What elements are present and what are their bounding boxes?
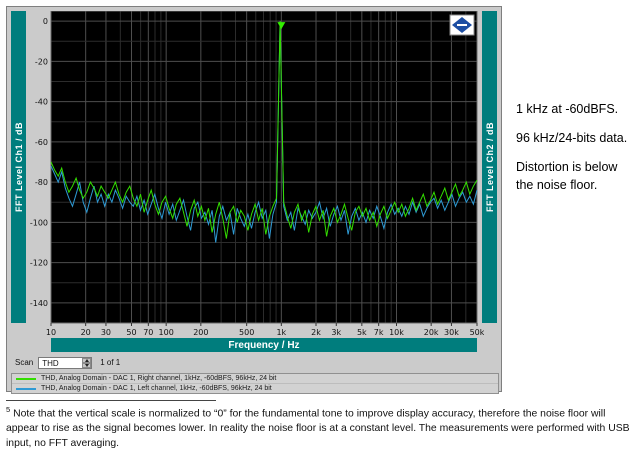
scan-bar: Scan THD 1 of 1 — [11, 355, 499, 370]
scan-combo[interactable]: THD — [38, 356, 93, 369]
svg-text:-20: -20 — [35, 57, 48, 66]
svg-text:500: 500 — [239, 328, 254, 337]
svg-text:-80: -80 — [35, 178, 48, 187]
svg-text:1k: 1k — [276, 328, 286, 337]
svg-text:50: 50 — [126, 328, 136, 337]
footnote: 5 Note that the vertical scale is normal… — [6, 405, 634, 451]
svg-text:5k: 5k — [357, 328, 367, 337]
legend-row-ch1[interactable]: THD, Analog Domain - DAC 1, Right channe… — [12, 374, 498, 384]
rohde-schwarz-logo — [449, 14, 475, 36]
svg-text:200: 200 — [193, 328, 208, 337]
svg-text:7k: 7k — [374, 328, 384, 337]
scan-spin-down-button[interactable] — [82, 362, 92, 368]
scan-combo-value: THD — [42, 358, 59, 368]
svg-text:3k: 3k — [331, 328, 341, 337]
svg-text:20: 20 — [81, 328, 91, 337]
footnote-text: Note that the vertical scale is normaliz… — [6, 408, 630, 449]
svg-text:100: 100 — [159, 328, 174, 337]
note-line-1: 1 kHz at -60dBFS. — [516, 102, 619, 116]
ch2-trace-swatch — [16, 387, 36, 390]
footnote-separator — [6, 400, 216, 401]
footnote-number: 5 — [6, 405, 11, 414]
svg-text:2k: 2k — [311, 328, 321, 337]
y-axis-label-ch2: FFT Level Ch2 / dB — [484, 121, 495, 212]
svg-text:70: 70 — [143, 328, 153, 337]
y-axis-label-ch1: FFT Level Ch1 / dB — [13, 121, 24, 212]
spin-up-icon — [84, 358, 89, 362]
note-line-2: 96 kHz/24-bits data. — [516, 131, 628, 146]
spin-down-icon — [84, 363, 89, 367]
svg-text:20k: 20k — [424, 328, 439, 337]
side-annotations: 1 kHz at -60dBFS. 96 kHz/24-bits data. D… — [516, 100, 637, 206]
scan-spin-up-button[interactable] — [82, 357, 92, 363]
analyzer-window: FFT Level Ch1 / dB FFT Level Ch2 / dB 0 -… — [6, 6, 502, 394]
svg-text:-120: -120 — [30, 259, 48, 268]
left-axis-strip: FFT Level Ch1 / dB — [11, 11, 26, 323]
fft-plot[interactable]: 0 -20 -40 -60 -80 -100 -120 -140 10 20 30 50 70 100 20… — [26, 11, 484, 337]
svg-text:50k: 50k — [470, 328, 484, 337]
x-axis-label: Frequency / Hz — [228, 339, 300, 351]
svg-text:-140: -140 — [30, 299, 48, 308]
svg-text:30: 30 — [101, 328, 111, 337]
svg-text:30k: 30k — [444, 328, 459, 337]
svg-text:-40: -40 — [35, 98, 48, 107]
right-axis-strip: FFT Level Ch2 / dB — [482, 11, 497, 323]
svg-text:10k: 10k — [389, 328, 404, 337]
svg-text:-60: -60 — [35, 138, 48, 147]
svg-text:0: 0 — [43, 17, 48, 26]
ch1-trace-label: THD, Analog Domain - DAC 1, Right channe… — [41, 374, 277, 382]
trace-legend: THD, Analog Domain - DAC 1, Right channe… — [11, 373, 499, 394]
x-axis-label-band: Frequency / Hz — [51, 338, 477, 352]
note-line-3: Distortion is below the noise floor. — [516, 160, 618, 193]
ch1-trace-swatch — [16, 377, 36, 380]
legend-row-ch2[interactable]: THD, Analog Domain - DAC 1, Left channel… — [12, 384, 498, 393]
scan-label: Scan — [15, 358, 34, 367]
scan-page-indicator: 1 of 1 — [100, 358, 121, 367]
svg-text:-100: -100 — [30, 218, 48, 227]
ch2-trace-label: THD, Analog Domain - DAC 1, Left channel… — [41, 384, 272, 392]
svg-text:10: 10 — [46, 328, 56, 337]
scan-spinner — [82, 357, 92, 368]
